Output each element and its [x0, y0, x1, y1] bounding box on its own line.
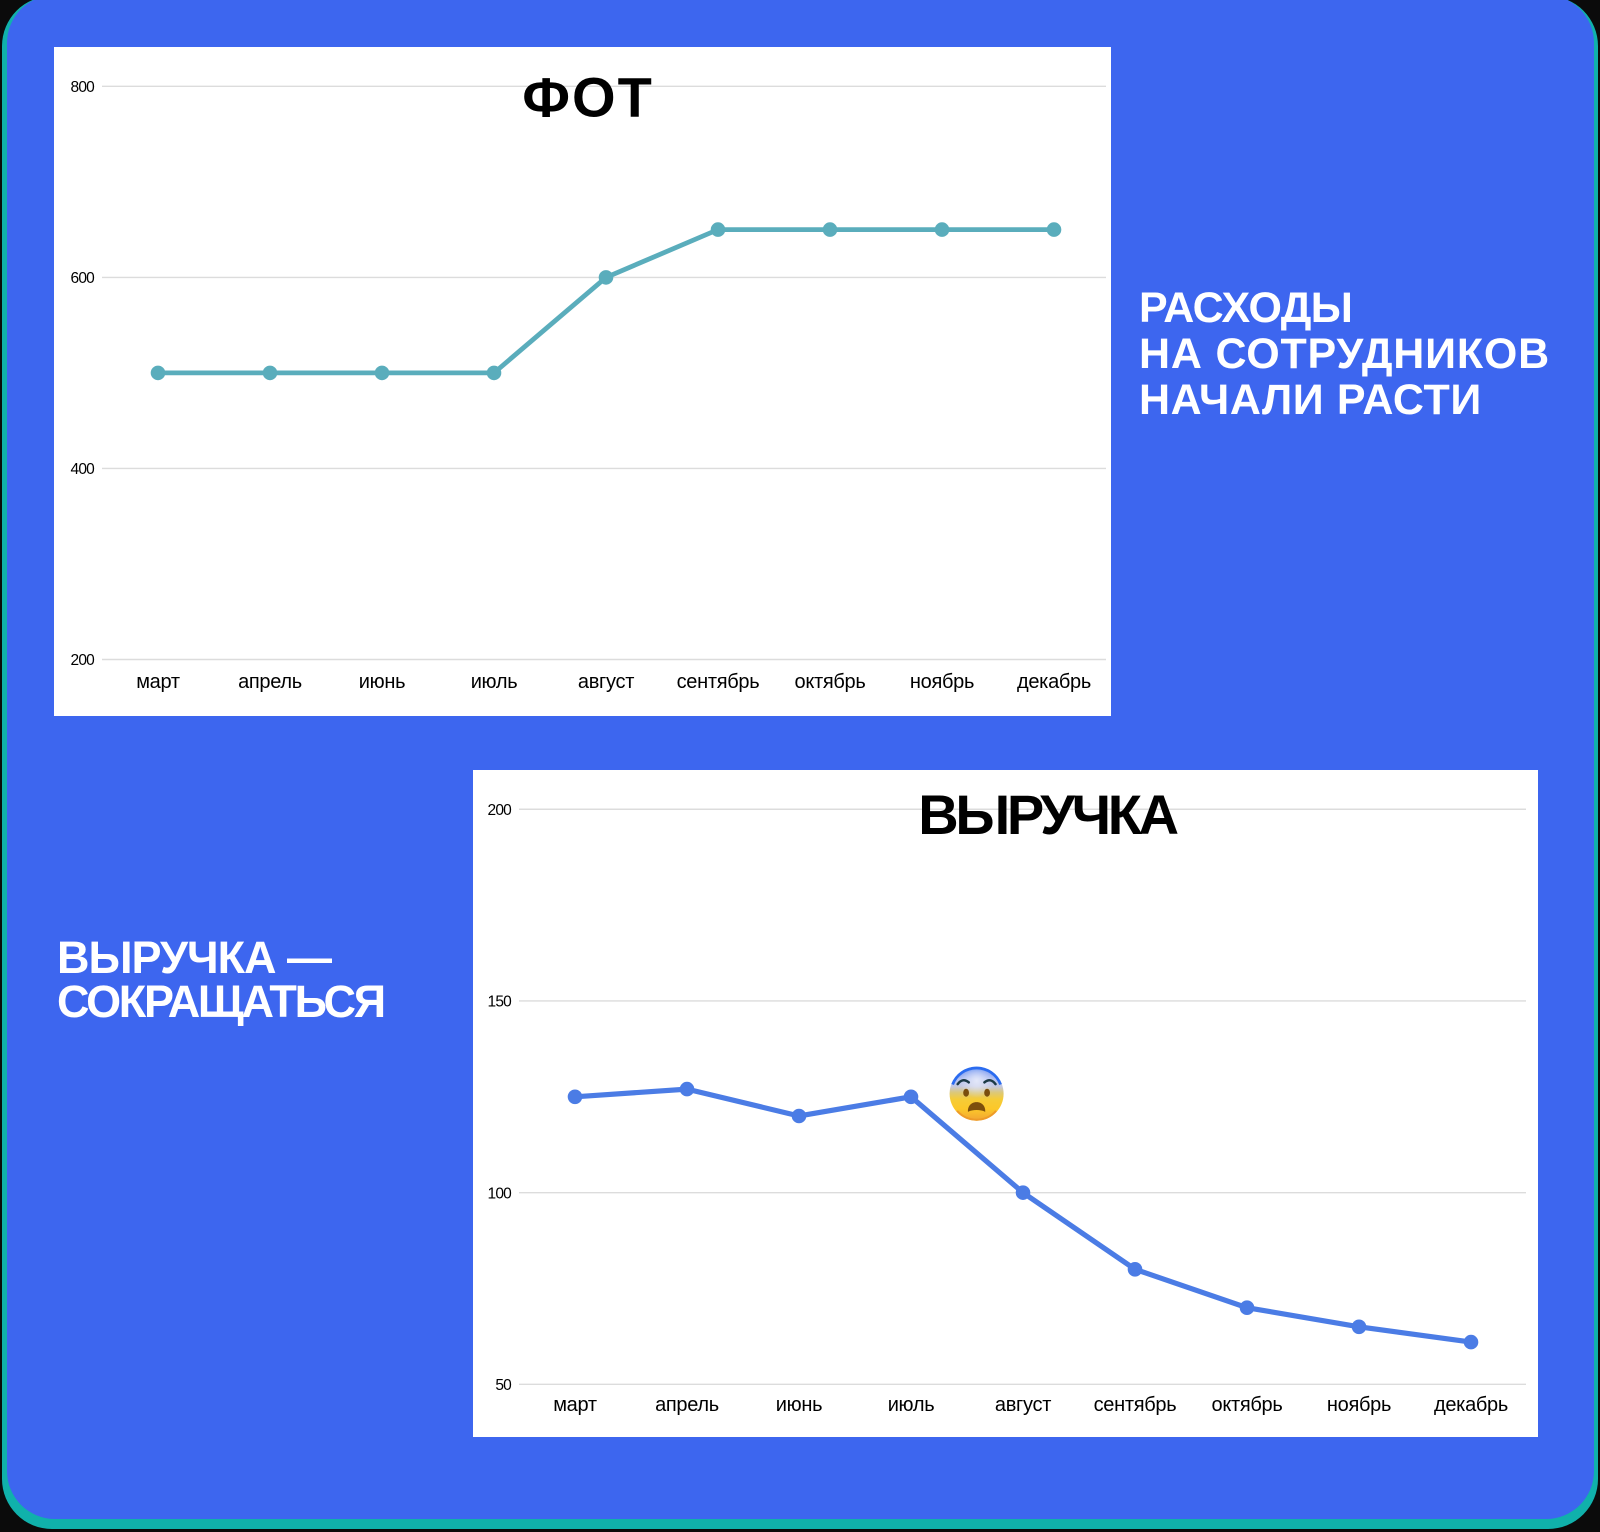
svg-text:октябрь: октябрь — [1212, 1394, 1283, 1416]
svg-text:июль: июль — [471, 671, 518, 693]
svg-text:июнь: июнь — [776, 1394, 822, 1416]
svg-text:50: 50 — [495, 1377, 512, 1394]
svg-text:800: 800 — [71, 79, 96, 96]
svg-text:июнь: июнь — [359, 671, 405, 693]
svg-text:сентябрь: сентябрь — [1094, 1394, 1177, 1416]
svg-text:октябрь: октябрь — [795, 671, 866, 693]
svg-text:март: март — [553, 1394, 597, 1416]
svg-text:400: 400 — [71, 461, 96, 478]
svg-text:август: август — [578, 671, 634, 693]
svg-text:июль: июль — [888, 1394, 935, 1416]
svg-text:ВЫРУЧКА: ВЫРУЧКА — [918, 783, 1177, 846]
svg-text:200: 200 — [488, 802, 513, 819]
svg-text:ноябрь: ноябрь — [1327, 1394, 1391, 1416]
svg-text:март: март — [136, 671, 180, 693]
svg-text:100: 100 — [488, 1185, 513, 1202]
svg-text:декабрь: декабрь — [1434, 1394, 1508, 1416]
svg-text:200: 200 — [71, 652, 96, 669]
svg-text:апрель: апрель — [655, 1394, 719, 1416]
svg-text:август: август — [995, 1394, 1051, 1416]
svg-text:декабрь: декабрь — [1017, 671, 1091, 693]
svg-text:сентябрь: сентябрь — [677, 671, 760, 693]
svg-text:апрель: апрель — [238, 671, 302, 693]
svg-text:600: 600 — [71, 270, 96, 287]
svg-text:ноябрь: ноябрь — [910, 671, 974, 693]
svg-text:150: 150 — [488, 994, 513, 1011]
svg-text:ФОТ: ФОТ — [522, 66, 654, 129]
